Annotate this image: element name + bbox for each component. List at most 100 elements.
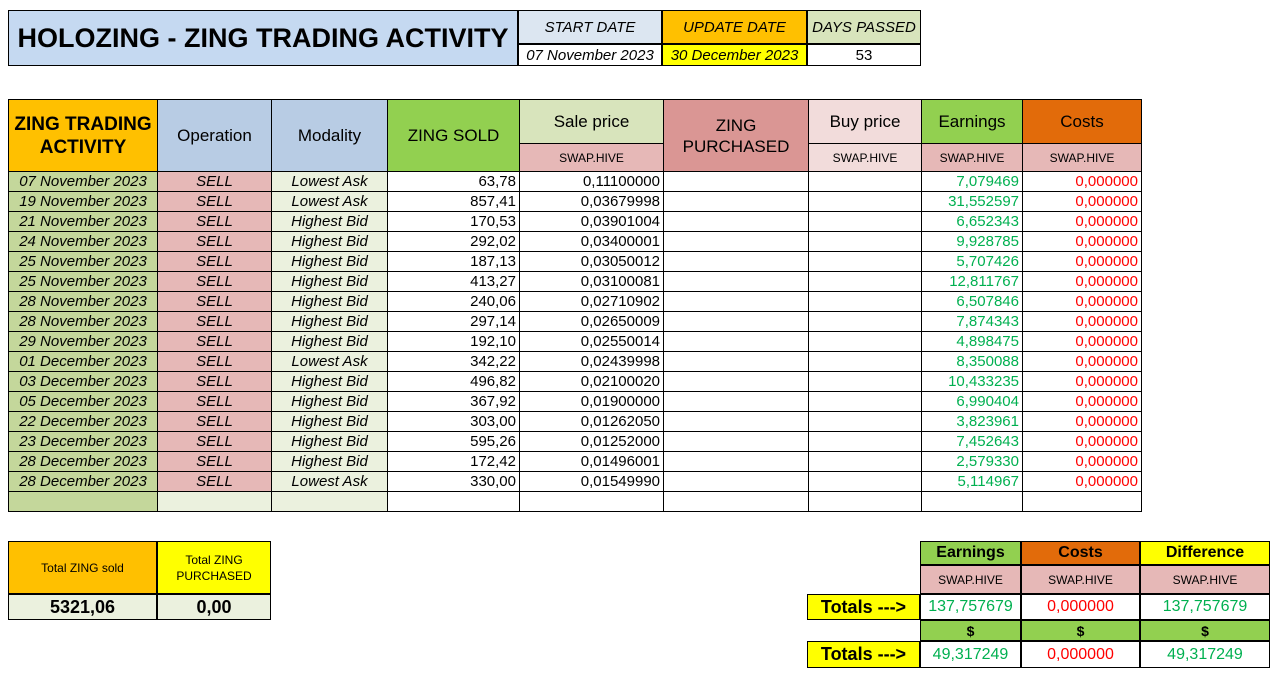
row-buy-price xyxy=(808,311,922,332)
row-earnings: 7,452643 xyxy=(921,431,1023,452)
row-operation: SELL xyxy=(157,191,272,212)
totals-difference-hive: 137,757679 xyxy=(1140,594,1270,620)
header-earnings: Earnings xyxy=(921,99,1023,144)
totals-hive-label: Totals ---> xyxy=(807,594,920,620)
row-earnings: 8,350088 xyxy=(921,351,1023,372)
row-buy-price xyxy=(808,371,922,392)
row-modality: Lowest Ask xyxy=(271,351,388,372)
table-row: 01 December 2023 SELL Lowest Ask 342,22 0,02… xyxy=(8,351,1142,372)
row-date: 07 November 2023 xyxy=(8,171,158,192)
totals-earnings-usd: 49,317249 xyxy=(920,641,1021,668)
row-earnings: 7,079469 xyxy=(921,171,1023,192)
row-costs: 0,000000 xyxy=(1022,171,1142,192)
row-costs: 0,000000 xyxy=(1022,471,1142,492)
row-buy-price xyxy=(808,431,922,452)
table-row-empty xyxy=(8,491,1142,512)
row-modality: Highest Bid xyxy=(271,451,388,472)
row-buy-price xyxy=(808,171,922,192)
row-modality: Highest Bid xyxy=(271,231,388,252)
row-zing-sold: 413,27 xyxy=(387,271,520,292)
row-date: 21 November 2023 xyxy=(8,211,158,232)
sheet-title-text: HOLOZING - ZING TRADING ACTIVITY xyxy=(17,22,509,53)
empty-cell xyxy=(1022,491,1142,512)
row-date: 23 December 2023 xyxy=(8,431,158,452)
row-zing-purchased xyxy=(663,211,809,232)
row-sale-price: 0,01262050 xyxy=(519,411,664,432)
row-buy-price xyxy=(808,351,922,372)
row-costs: 0,000000 xyxy=(1022,331,1142,352)
row-costs: 0,000000 xyxy=(1022,391,1142,412)
row-sale-price: 0,02650009 xyxy=(519,311,664,332)
empty-cell xyxy=(808,491,922,512)
row-costs: 0,000000 xyxy=(1022,271,1142,292)
row-date: 01 December 2023 xyxy=(8,351,158,372)
row-buy-price xyxy=(808,451,922,472)
row-operation: SELL xyxy=(157,251,272,272)
row-sale-price: 0,03679998 xyxy=(519,191,664,212)
row-zing-purchased xyxy=(663,351,809,372)
row-operation: SELL xyxy=(157,351,272,372)
row-buy-price xyxy=(808,211,922,232)
row-sale-price: 0,01549990 xyxy=(519,471,664,492)
totals-costs-usd: 0,000000 xyxy=(1021,641,1140,668)
header-sale-price: Sale price xyxy=(519,99,664,144)
table-row: 28 December 2023 SELL Lowest Ask 330,00 0,01… xyxy=(8,471,1142,492)
header-modality: Modality xyxy=(271,99,388,172)
row-sale-price: 0,03400001 xyxy=(519,231,664,252)
row-zing-sold: 857,41 xyxy=(387,191,520,212)
totals-difference-usd: 49,317249 xyxy=(1140,641,1270,668)
empty-cell xyxy=(387,491,520,512)
row-zing-purchased xyxy=(663,231,809,252)
row-modality: Highest Bid xyxy=(271,211,388,232)
empty-cell xyxy=(663,491,809,512)
row-operation: SELL xyxy=(157,231,272,252)
row-sale-price: 0,11100000 xyxy=(519,171,664,192)
row-sale-price: 0,02100020 xyxy=(519,371,664,392)
row-earnings: 6,990404 xyxy=(921,391,1023,412)
header-sale-price-unit: SWAP.HIVE xyxy=(519,143,664,172)
totals-usd-label: Totals ---> xyxy=(807,641,920,668)
header-buy-price: Buy price xyxy=(808,99,922,144)
row-zing-sold: 187,13 xyxy=(387,251,520,272)
row-operation: SELL xyxy=(157,271,272,292)
row-earnings: 6,507846 xyxy=(921,291,1023,312)
totals-difference-unit: SWAP.HIVE xyxy=(1140,565,1270,594)
row-zing-purchased xyxy=(663,191,809,212)
row-modality: Highest Bid xyxy=(271,431,388,452)
row-buy-price xyxy=(808,271,922,292)
row-date: 22 December 2023 xyxy=(8,411,158,432)
row-earnings: 3,823961 xyxy=(921,411,1023,432)
totals-costs-label: Costs xyxy=(1021,541,1140,565)
row-modality: Lowest Ask xyxy=(271,171,388,192)
row-date: 28 December 2023 xyxy=(8,451,158,472)
row-zing-sold: 303,00 xyxy=(387,411,520,432)
row-buy-price xyxy=(808,291,922,312)
row-date: 25 November 2023 xyxy=(8,251,158,272)
row-date: 28 December 2023 xyxy=(8,471,158,492)
row-modality: Highest Bid xyxy=(271,371,388,392)
row-sale-price: 0,01900000 xyxy=(519,391,664,412)
row-earnings: 5,114967 xyxy=(921,471,1023,492)
table-row: 29 November 2023 SELL Highest Bid 192,10 0,0… xyxy=(8,331,1142,352)
row-earnings: 2,579330 xyxy=(921,451,1023,472)
row-costs: 0,000000 xyxy=(1022,371,1142,392)
row-operation: SELL xyxy=(157,211,272,232)
row-costs: 0,000000 xyxy=(1022,351,1142,372)
row-sale-price: 0,02550014 xyxy=(519,331,664,352)
row-zing-sold: 172,42 xyxy=(387,451,520,472)
header-costs-unit: SWAP.HIVE xyxy=(1022,143,1142,172)
row-zing-sold: 367,92 xyxy=(387,391,520,412)
row-modality: Highest Bid xyxy=(271,391,388,412)
empty-cell xyxy=(271,491,388,512)
row-costs: 0,000000 xyxy=(1022,211,1142,232)
row-costs: 0,000000 xyxy=(1022,451,1142,472)
row-costs: 0,000000 xyxy=(1022,311,1142,332)
table-row: 05 December 2023 SELL Highest Bid 367,92 0,0… xyxy=(8,391,1142,412)
header-activity: ZING TRADING ACTIVITY xyxy=(8,99,158,172)
row-modality: Lowest Ask xyxy=(271,471,388,492)
row-earnings: 7,874343 xyxy=(921,311,1023,332)
empty-cell xyxy=(921,491,1023,512)
row-sale-price: 0,03100081 xyxy=(519,271,664,292)
table-row: 24 November 2023 SELL Highest Bid 292,02 0,0… xyxy=(8,231,1142,252)
row-costs: 0,000000 xyxy=(1022,411,1142,432)
